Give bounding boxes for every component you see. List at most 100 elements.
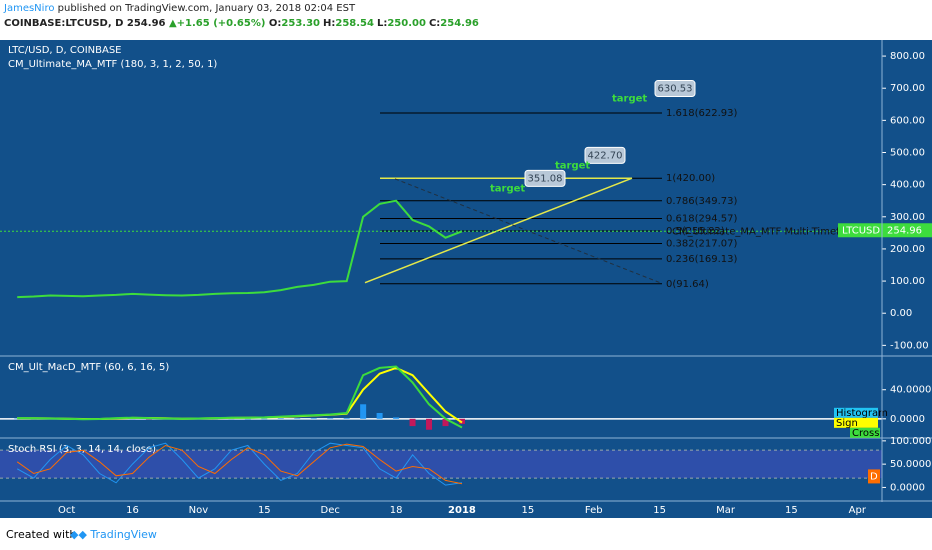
legend-label: Histogram bbox=[836, 408, 888, 419]
histogram-bar bbox=[442, 418, 449, 427]
ohlc-v: 258.54 bbox=[335, 18, 374, 29]
x-tick-label: 15 bbox=[653, 505, 666, 516]
legend-label: Cross bbox=[852, 428, 879, 439]
fib-label: 1(420.00) bbox=[666, 173, 715, 184]
created-with: Created with bbox=[6, 528, 77, 541]
histogram-bar bbox=[261, 418, 268, 420]
series-line bbox=[17, 365, 463, 429]
y-tick-label: -100.00 bbox=[890, 340, 929, 351]
x-tick-label: Dec bbox=[321, 505, 340, 516]
x-tick-label: Apr bbox=[849, 505, 867, 516]
histogram-bar bbox=[376, 413, 383, 419]
legend-swatch bbox=[834, 407, 878, 418]
published: published on TradingView.com, January 03… bbox=[57, 3, 356, 14]
x-tick-label: 15 bbox=[785, 505, 798, 516]
dashed-trend bbox=[394, 178, 661, 284]
price-tag-bg bbox=[882, 223, 932, 238]
y-tick-label: 0.0000 bbox=[890, 482, 925, 493]
histogram-bar bbox=[277, 418, 284, 419]
target-text: target bbox=[612, 94, 647, 105]
symbol-tag: LTCUSD bbox=[842, 225, 880, 236]
brand[interactable]: ◆◆ TradingView bbox=[70, 528, 157, 541]
fib-label: 0.618(294.57) bbox=[666, 214, 738, 225]
ohlc-k: C: bbox=[428, 18, 441, 29]
fib-label: 0.5(255.82) bbox=[666, 226, 725, 237]
target-value: 351.08 bbox=[528, 173, 563, 184]
fib-label: 1.618(622.93) bbox=[666, 108, 738, 119]
ticker-row: COINBASE:LTCUSD, D 254.96 ▲+1.65 (+0.65%… bbox=[4, 18, 482, 29]
ohlc-v: 250.00 bbox=[387, 18, 426, 29]
fib-label: 0(91.64) bbox=[666, 279, 709, 290]
y-tick-label: 600.00 bbox=[890, 115, 925, 126]
change: +1.65 (+0.65%) bbox=[176, 18, 266, 29]
pane-title: CM_Ult_MacD_MTF (60, 6, 16, 5) bbox=[8, 362, 169, 373]
target-box bbox=[584, 146, 626, 164]
target-text: target bbox=[490, 183, 525, 194]
brand-name[interactable]: TradingView bbox=[90, 528, 157, 541]
histogram-bar bbox=[426, 418, 433, 430]
histogram-bar bbox=[310, 418, 317, 419]
pane-title: LTC/USD, D, COINBASE bbox=[8, 45, 122, 56]
histogram-bar bbox=[343, 418, 350, 419]
symbol-tag-bg bbox=[838, 223, 882, 238]
y-tick-label: 300.00 bbox=[890, 212, 925, 223]
series-line bbox=[16, 442, 463, 486]
legend-swatch bbox=[850, 427, 880, 438]
fib-label: 0.382(217.07) bbox=[666, 238, 738, 249]
target-box bbox=[524, 169, 566, 187]
y-tick-label: 100.0000 bbox=[890, 436, 932, 447]
target-text: target bbox=[555, 160, 590, 171]
y-tick-label: 0.00 bbox=[890, 308, 912, 319]
x-tick-label: Oct bbox=[58, 505, 75, 516]
y-tick-label: 200.00 bbox=[890, 244, 925, 255]
x-tick-label: Mar bbox=[716, 505, 736, 516]
fib-label: 0.236(169.13) bbox=[666, 254, 738, 265]
pane-title: Stoch RSI (3, 3, 14, 14, close) bbox=[8, 444, 156, 455]
x-tick-label: Nov bbox=[189, 505, 209, 516]
target-value: 630.53 bbox=[658, 84, 693, 95]
trend-line bbox=[364, 177, 633, 284]
series-line bbox=[17, 199, 463, 299]
legend-label: Sign bbox=[836, 418, 858, 429]
side-tag-bg bbox=[868, 469, 880, 484]
series-line bbox=[16, 443, 463, 485]
x-tick-label: 2018 bbox=[448, 505, 476, 516]
y-tick-label: 100.00 bbox=[890, 276, 925, 287]
histogram-bar bbox=[360, 404, 367, 419]
histogram-bar bbox=[244, 418, 251, 420]
ohlc-k: O: bbox=[268, 18, 282, 29]
ohlc-k: L: bbox=[376, 18, 388, 29]
pane-subtitle: CM_Ultimate_MA_MTF (180, 3, 1, 2, 50, 1) bbox=[8, 59, 217, 70]
side-tag: D bbox=[870, 471, 878, 482]
y-tick-label: 700.00 bbox=[890, 83, 925, 94]
x-tick-label: 15 bbox=[258, 505, 271, 516]
histogram-bar bbox=[294, 418, 301, 419]
author[interactable]: JamesNiro bbox=[4, 3, 55, 14]
y-tick-label: 400.00 bbox=[890, 180, 925, 191]
target-value: 422.70 bbox=[588, 150, 623, 161]
price-tag: 254.96 bbox=[887, 225, 922, 236]
up-arrow: ▲ bbox=[168, 18, 177, 29]
target-box bbox=[654, 80, 696, 98]
x-tick-label: 15 bbox=[521, 505, 534, 516]
ohlc-v: 253.30 bbox=[281, 18, 320, 29]
x-tick-label: 16 bbox=[126, 505, 139, 516]
ma-label: CM_Ultimate_MA_MTF Multi-Timeframe M bbox=[672, 226, 878, 237]
histogram-bar bbox=[327, 418, 334, 419]
y-tick-label: 0.0000 bbox=[890, 414, 925, 425]
publish-line: JamesNiro published on TradingView.com, … bbox=[4, 3, 355, 14]
fib-label: 0.786(349.73) bbox=[666, 196, 738, 207]
x-tick-label: 18 bbox=[390, 505, 403, 516]
y-tick-label: 50.0000 bbox=[890, 459, 931, 470]
y-tick-label: 40.0000 bbox=[890, 385, 931, 396]
y-tick-label: 800.00 bbox=[890, 51, 925, 62]
chart: 800.00 700.00 600.00 500.00 400.00 300.00 200.… bbox=[0, 40, 932, 518]
last: 254.96 bbox=[126, 18, 166, 29]
symbol: COINBASE:LTCUSD, D bbox=[4, 18, 124, 29]
legend-swatch bbox=[834, 417, 878, 428]
ohlc: O:253.30 H:258.54 L:250.00 C:254.96 bbox=[269, 18, 482, 29]
histogram-bar bbox=[393, 417, 400, 419]
stoch-band bbox=[0, 450, 882, 479]
ohlc-k: H: bbox=[323, 18, 336, 29]
